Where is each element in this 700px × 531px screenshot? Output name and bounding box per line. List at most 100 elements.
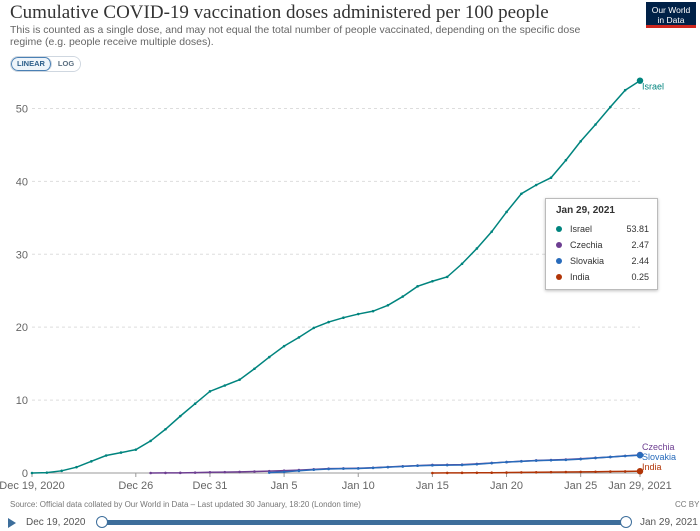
scale-toggle: LINEAR LOG bbox=[10, 56, 82, 72]
data-point bbox=[564, 470, 568, 474]
data-point bbox=[460, 262, 464, 266]
data-point bbox=[609, 470, 612, 473]
timeline-track[interactable] bbox=[102, 520, 626, 525]
data-point bbox=[30, 471, 34, 475]
data-point bbox=[594, 470, 597, 474]
y-tick-label: 0 bbox=[22, 468, 28, 480]
x-tick-label: Jan 25 bbox=[564, 480, 597, 492]
data-point bbox=[401, 465, 405, 468]
logo-line1: Our World bbox=[651, 5, 691, 15]
data-point bbox=[223, 470, 227, 474]
series-layer bbox=[30, 77, 644, 475]
axis-layer: 0 10 20 30 40 50 Dec 19, 2020 Dec 26 Dec 31 Jan 5… bbox=[0, 103, 672, 492]
data-point bbox=[45, 471, 49, 474]
data-point bbox=[534, 183, 538, 187]
tooltip-series-value: 0.25 bbox=[631, 272, 649, 282]
data-point bbox=[386, 304, 390, 307]
data-point bbox=[490, 230, 494, 233]
data-point bbox=[445, 463, 449, 467]
y-tick-label: 40 bbox=[16, 176, 28, 188]
data-point bbox=[342, 316, 345, 320]
y-tick-label: 50 bbox=[16, 103, 28, 115]
tooltip-series-name: Israel bbox=[570, 224, 593, 234]
series-line bbox=[31, 80, 641, 474]
data-point bbox=[327, 320, 330, 324]
log-scale-button[interactable]: LOG bbox=[51, 57, 81, 71]
data-point bbox=[267, 471, 271, 474]
x-tick-label: Dec 31 bbox=[193, 480, 228, 492]
tooltip-series-value: 53.81 bbox=[626, 224, 649, 234]
timeline-end-handle[interactable] bbox=[620, 516, 632, 528]
data-point bbox=[475, 462, 479, 466]
timeline-start-handle[interactable] bbox=[96, 516, 108, 528]
chart-subtitle: This is counted as a single dose, and ma… bbox=[10, 24, 581, 48]
data-point bbox=[431, 471, 434, 475]
series-dot-icon bbox=[556, 258, 562, 264]
data-point bbox=[416, 464, 419, 468]
tooltip-series-name: Slovakia bbox=[570, 256, 605, 266]
data-point bbox=[223, 384, 227, 387]
source-note: Source: Official data collated by Our Wo… bbox=[10, 500, 361, 509]
owid-logo[interactable]: Our World in Data bbox=[646, 2, 696, 28]
data-point bbox=[253, 470, 256, 473]
hover-tooltip: Jan 29, 2021 Israel 53.81 Czechia 2.47 S… bbox=[545, 198, 658, 290]
series-line bbox=[269, 454, 641, 474]
series-dot-icon bbox=[556, 226, 562, 232]
data-point bbox=[445, 275, 449, 279]
license-link[interactable]: CC BY bbox=[675, 500, 700, 509]
data-point bbox=[505, 210, 508, 214]
tooltip-date: Jan 29, 2021 bbox=[556, 205, 615, 216]
data-point bbox=[564, 458, 568, 462]
data-point bbox=[90, 460, 93, 463]
data-point bbox=[475, 471, 479, 475]
data-point bbox=[609, 455, 612, 459]
series-end-label: Israel bbox=[642, 82, 664, 92]
line-chart: 0 10 20 30 40 50 Dec 19, 2020 Dec 26 Dec 31 Jan 5… bbox=[0, 77, 676, 492]
data-point bbox=[594, 456, 597, 460]
data-point bbox=[327, 467, 330, 471]
chart-title: Cumulative COVID-19 vaccination doses ad… bbox=[10, 2, 549, 23]
data-point bbox=[282, 470, 286, 474]
data-point bbox=[371, 309, 375, 313]
data-point bbox=[534, 470, 538, 474]
data-point bbox=[549, 458, 553, 462]
data-point bbox=[149, 439, 152, 443]
series-end-label: India bbox=[642, 462, 662, 472]
data-point bbox=[401, 295, 405, 298]
tooltip-row: Slovakia 2.44 bbox=[546, 253, 657, 269]
data-point bbox=[356, 312, 360, 316]
data-point bbox=[282, 344, 286, 348]
data-point bbox=[178, 414, 182, 418]
data-point bbox=[490, 461, 494, 465]
data-point bbox=[134, 448, 138, 451]
linear-scale-button[interactable]: LINEAR bbox=[11, 57, 52, 71]
data-point bbox=[505, 460, 508, 464]
x-tick-label: Jan 15 bbox=[416, 480, 449, 492]
data-point bbox=[164, 471, 167, 475]
tooltip-row: India 0.25 bbox=[546, 269, 657, 285]
series-line bbox=[150, 454, 641, 474]
logo-line2: in Data bbox=[657, 15, 685, 25]
data-point bbox=[505, 471, 508, 474]
data-point bbox=[193, 471, 197, 474]
data-point bbox=[356, 467, 360, 470]
data-point bbox=[549, 176, 553, 180]
play-icon[interactable] bbox=[8, 517, 16, 528]
data-point bbox=[193, 402, 197, 406]
data-point bbox=[238, 378, 241, 381]
data-point bbox=[623, 454, 627, 458]
timeline-controls: Dec 19, 2020 bbox=[8, 517, 86, 528]
data-point bbox=[636, 452, 644, 459]
data-point bbox=[312, 326, 316, 330]
data-point bbox=[104, 454, 108, 457]
data-point bbox=[594, 123, 597, 126]
tooltip-series-name: Czechia bbox=[570, 240, 603, 250]
data-point bbox=[636, 77, 644, 84]
data-point bbox=[208, 390, 212, 393]
data-point bbox=[297, 469, 301, 473]
data-point bbox=[431, 464, 434, 467]
data-point bbox=[149, 471, 152, 475]
data-point bbox=[342, 467, 345, 470]
data-point bbox=[520, 192, 523, 196]
